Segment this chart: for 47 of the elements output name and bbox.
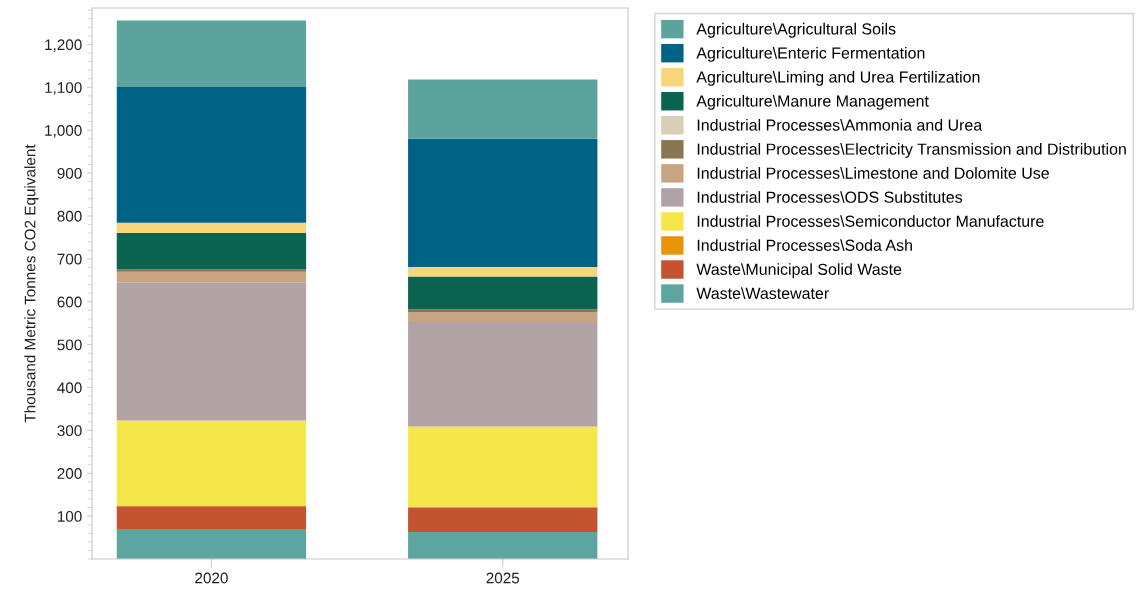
legend-label: Industrial Processes\Limestone and Dolomite Use <box>697 167 1049 179</box>
bar <box>116 506 307 530</box>
y-tick-label: 800 <box>57 210 82 222</box>
y-tick-label: 500 <box>57 339 82 351</box>
y-tick-label: 1,100 <box>45 82 82 95</box>
y-tick-label: 600 <box>57 296 82 308</box>
legend-label: Agriculture\Manure Management <box>696 94 929 110</box>
x-tick-label: 2020 <box>195 572 228 584</box>
y-tick-label: 400 <box>57 382 82 394</box>
x-tick-label: 2025 <box>486 572 520 584</box>
bar <box>408 426 598 507</box>
bar <box>116 282 307 421</box>
legend-label: Industrial Processes\Ammonia and Urea <box>697 119 983 131</box>
bar <box>408 79 598 139</box>
bar <box>408 507 598 532</box>
bar <box>116 269 307 272</box>
bar <box>408 138 598 267</box>
y-tick-label: 1,200 <box>45 39 82 52</box>
bar <box>116 271 307 283</box>
legend-label: Industrial Processes\Semiconductor Manufacture <box>697 215 1044 227</box>
bar <box>116 529 307 559</box>
y-tick-label: 200 <box>57 468 82 479</box>
bar <box>116 420 307 506</box>
bar <box>408 266 598 277</box>
legend-label: Agriculture\Enteric Fermentation <box>696 46 925 62</box>
legend-label: Industrial Processes\Soda Ash <box>697 239 912 251</box>
bar <box>408 531 598 559</box>
bar <box>116 86 307 223</box>
legend-label: Waste\Municipal Solid Waste <box>696 263 902 279</box>
legend-label: Industrial Processes\ODS Substitutes <box>697 191 963 203</box>
y-axis-title: Thousand Metric Tonnes CO2 Equivalent <box>24 144 39 423</box>
bar <box>408 309 598 313</box>
legend-label: Industrial Processes\Electricity Transmission and Distribution <box>697 143 1126 158</box>
y-tick-label: 300 <box>57 425 82 437</box>
bar <box>408 276 598 310</box>
bar <box>116 20 307 87</box>
legend-label: Agriculture\Agricultural Soils <box>696 22 896 38</box>
legend-label: Agriculture\Liming and Urea Fertilization <box>696 70 980 86</box>
y-tick-label: 900 <box>57 167 82 179</box>
bar <box>408 312 598 322</box>
legend-label: Waste\Wastewater <box>696 287 829 300</box>
bar <box>116 222 307 234</box>
y-tick-label: 700 <box>57 253 82 265</box>
y-tick-label: 100 <box>57 510 82 522</box>
y-tick-label: 1,000 <box>45 125 82 138</box>
bar <box>116 233 307 270</box>
bar <box>408 321 598 427</box>
